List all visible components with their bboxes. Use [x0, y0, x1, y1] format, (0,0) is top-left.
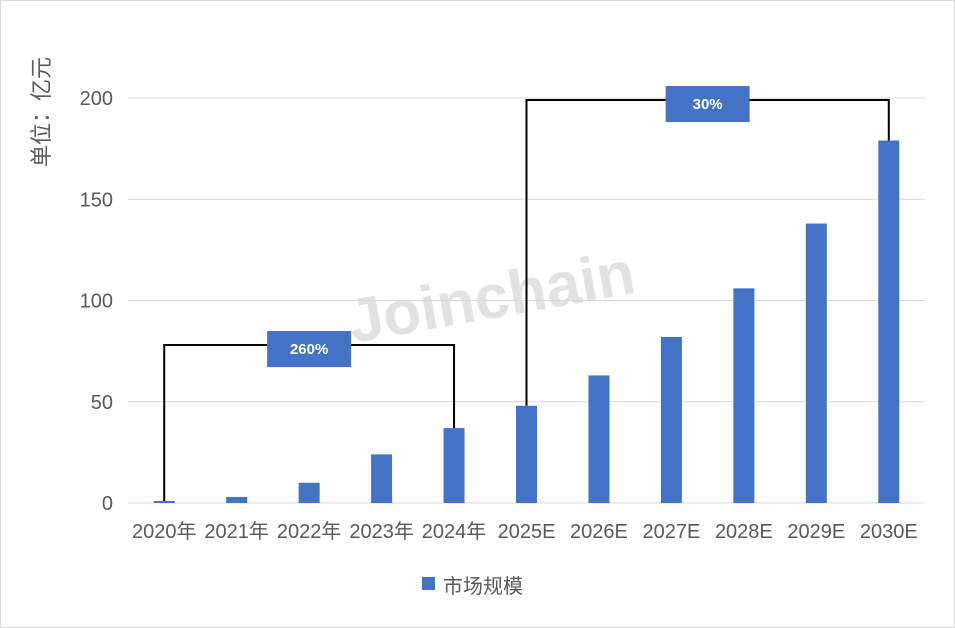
x-tick-label: 2020年: [132, 520, 197, 543]
bar: [878, 140, 900, 503]
growth-label: 30%: [693, 96, 723, 113]
bar: [371, 454, 393, 503]
bars: [153, 140, 900, 504]
y-tick-label: 50: [91, 392, 113, 414]
bar: [516, 405, 537, 503]
bar: [733, 288, 755, 503]
legend-label: 市场规模: [443, 574, 523, 598]
bar: [660, 336, 682, 503]
x-tick-label: 2029E: [787, 521, 845, 543]
growth-label-box: [665, 86, 750, 123]
x-tick-label: 2027E: [642, 521, 700, 543]
x-tick-label: 2025E: [498, 521, 556, 543]
x-tick-label: 2030E: [860, 521, 918, 543]
bar: [298, 482, 320, 503]
y-tick-label: 150: [80, 189, 113, 211]
bar: [805, 223, 827, 504]
x-tick-label: 2028E: [715, 521, 773, 543]
y-axis-ticks: 0 50 100 150 200: [80, 88, 113, 515]
bar: [588, 375, 610, 503]
y-tick-label: 0: [102, 493, 113, 515]
bar: [443, 428, 465, 503]
x-axis-ticks: 2020年 2021年 2022年 2023年 2024年 2025E 2026E 2027E…: [132, 520, 918, 543]
x-tick-label: 2022年: [277, 520, 342, 543]
growth-annotations: 260% 30%: [163, 86, 890, 501]
x-tick-label: 2021年: [204, 520, 269, 543]
growth-label: 260%: [290, 341, 328, 358]
y-tick-label: 200: [80, 88, 113, 110]
growth-label-box: [267, 331, 352, 368]
x-tick-label: 2026E: [570, 521, 628, 543]
growth-bracket: [163, 344, 456, 501]
legend: 市场规模: [422, 574, 523, 598]
legend-swatch: [422, 577, 435, 590]
y-axis-label: 单位：亿元: [30, 57, 55, 167]
bar: [226, 496, 248, 503]
y-tick-label: 100: [80, 291, 113, 313]
x-tick-label: 2023年: [349, 520, 414, 543]
x-tick-label: 2024年: [422, 520, 487, 543]
bar: [153, 500, 175, 503]
watermark: Joinchain: [343, 238, 640, 356]
